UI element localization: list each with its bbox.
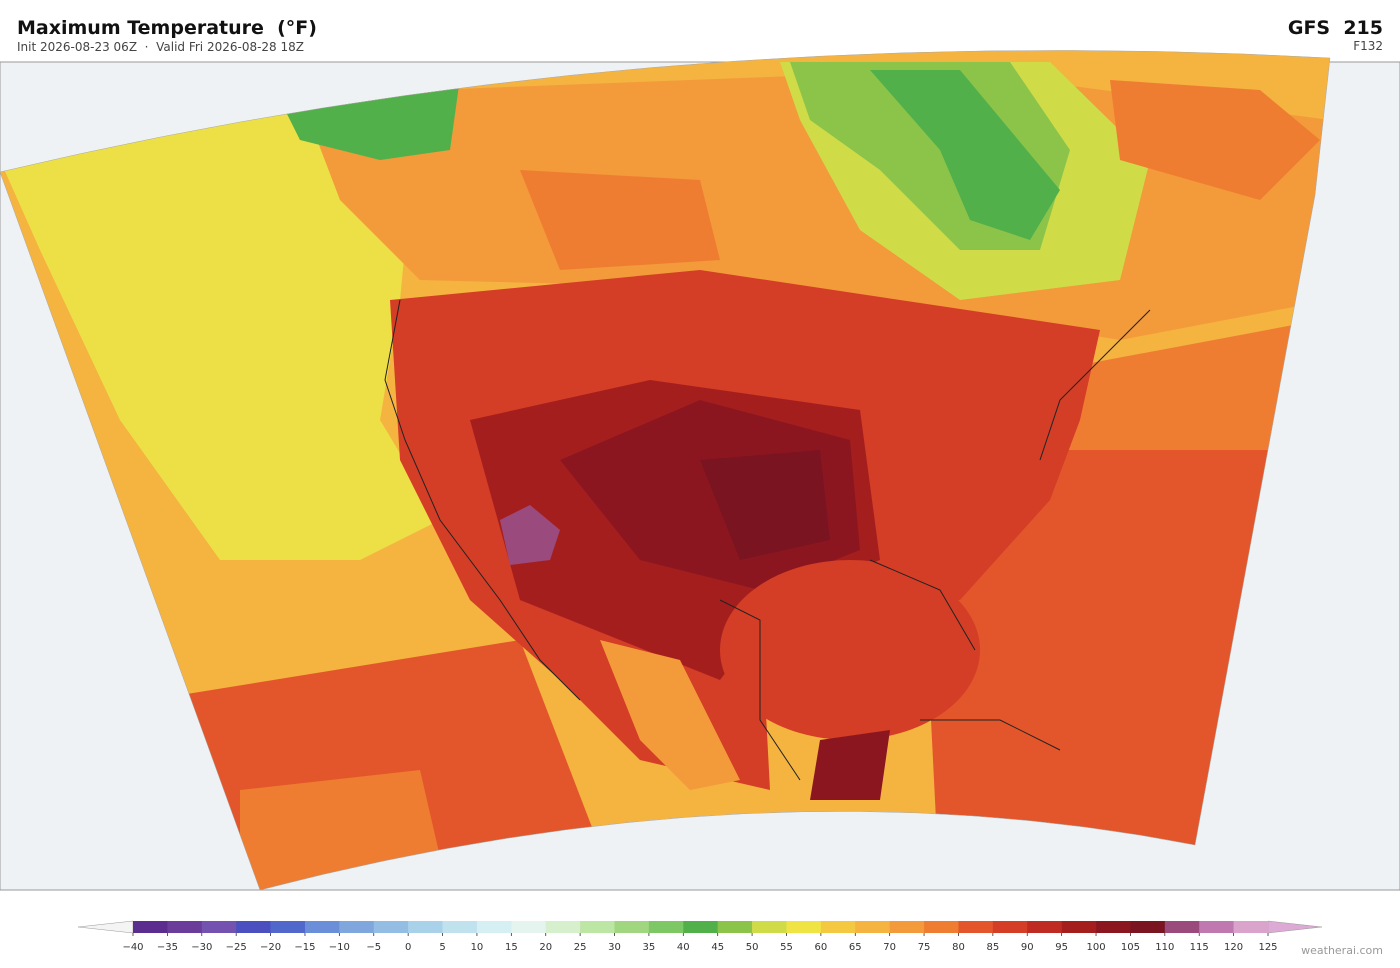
colorbar-tick-label: 120 [1224, 942, 1243, 953]
colorbar-bin [304, 921, 340, 933]
domain-edge [0, 50, 1331, 891]
colorbar-bin [1233, 921, 1269, 933]
colorbar-tick-label: −5 [366, 942, 381, 953]
colorbar-tick-label: 10 [471, 942, 484, 953]
colorbar-bin [820, 921, 856, 933]
colorbar-over [1267, 920, 1323, 934]
colorbar-bin [442, 921, 478, 933]
colorbar-bin [476, 921, 512, 933]
field-desert-peak [500, 505, 560, 565]
colorbar-bin [1130, 921, 1166, 933]
colorbar-bin [1096, 921, 1131, 933]
colorbar-tick-label: 110 [1155, 942, 1174, 953]
colorbar-tick-label: 40 [677, 942, 690, 953]
colorbar-tick-label: 55 [780, 942, 793, 953]
title: Maximum Temperature (°F) [17, 17, 317, 39]
colorbar-tick-label: −30 [191, 942, 212, 953]
colorbar-bin [339, 921, 375, 933]
colorbar-bin [752, 921, 787, 933]
colorbar-bin [648, 921, 684, 933]
colorbar-bin [133, 921, 168, 933]
colorbar-bin [1199, 921, 1234, 933]
colorbar-tick-label: −10 [329, 942, 350, 953]
subtitle: Init 2026-08-23 06Z · Valid Fri 2026-08-… [17, 40, 304, 54]
colorbar-tick-label: 115 [1190, 942, 1209, 953]
colorbar-tick-label: 50 [746, 942, 759, 953]
colorbar-bin [408, 921, 443, 933]
colorbar-under [77, 920, 134, 934]
colorbar-tick-label: 105 [1121, 942, 1140, 953]
colorbar-bin [270, 921, 306, 933]
colorbar-bin [683, 921, 718, 933]
colorbar-bin [1061, 921, 1097, 933]
colorbar-tick-label: 85 [986, 942, 999, 953]
colorbar-bin [373, 921, 409, 933]
colorbar-tick-label: 125 [1258, 942, 1277, 953]
colorbar-bin [992, 921, 1028, 933]
colorbar-bin [511, 921, 547, 933]
colorbar-tick-label: −20 [260, 942, 281, 953]
map [0, 50, 1400, 891]
colorbar-tick-label: 20 [539, 942, 552, 953]
colorbar-tick-label: 0 [405, 942, 411, 953]
field-gulf [720, 560, 980, 740]
colorbar-bin [1164, 921, 1200, 933]
field-canada-dark-green [870, 70, 1060, 240]
colorbar-tick-label: 65 [849, 942, 862, 953]
field-mexico-highlands [600, 640, 740, 790]
colorbar-tick-label: −25 [226, 942, 247, 953]
colorbar-tick-label: −15 [294, 942, 315, 953]
colorbar-tick-label: 95 [1055, 942, 1068, 953]
field-core-max [700, 450, 830, 560]
model-label: GFS 215 [1288, 17, 1383, 39]
colorbar-bin [545, 921, 581, 933]
colorbar-tick-label: 25 [574, 942, 587, 953]
colorbar-bin [236, 921, 271, 933]
field-labrador [1110, 80, 1320, 200]
colorbar-tick-label: 5 [439, 942, 445, 953]
colorbar-bin [786, 921, 822, 933]
colorbar-bin [201, 921, 237, 933]
colorbar-tick-label: 80 [952, 942, 965, 953]
colorbar-bin [614, 921, 650, 933]
colorbar-bin [889, 921, 925, 933]
colorbar-tick-label: 60 [815, 942, 828, 953]
colorbar-tick-label: 15 [505, 942, 518, 953]
field-yucatan [810, 730, 890, 800]
colorbar-bin [580, 921, 615, 933]
colorbar-bin [958, 921, 994, 933]
field-prairie [520, 170, 720, 270]
watermark: weatherai.com [1301, 944, 1383, 957]
colorbar: −40 −35 −30 −25 −20 −15 −10 −5 0 5 10 15 20 25 30 35 40 4… [77, 920, 1323, 953]
colorbar-bin [167, 921, 203, 933]
colorbar-tick-label: 75 [918, 942, 931, 953]
colorbar-tick-label: 90 [1021, 942, 1034, 953]
colorbar-tick-label: 35 [643, 942, 656, 953]
colorbar-bin [1027, 921, 1062, 933]
colorbar-bin [717, 921, 753, 933]
forecast-hour: F132 [1353, 39, 1383, 53]
coastline [384, 299, 1151, 781]
colorbar-bin [855, 921, 890, 933]
colorbar-tick-label: 70 [883, 942, 896, 953]
field-pacific-north [0, 90, 440, 560]
colorbar-tick-label: 45 [711, 942, 724, 953]
colorbar-tick-label: 100 [1086, 942, 1105, 953]
colorbar-tick-label: −40 [122, 942, 143, 953]
colorbar-tick-label: −35 [157, 942, 178, 953]
colorbar-tick-label: 30 [608, 942, 621, 953]
colorbar-bin [924, 921, 959, 933]
